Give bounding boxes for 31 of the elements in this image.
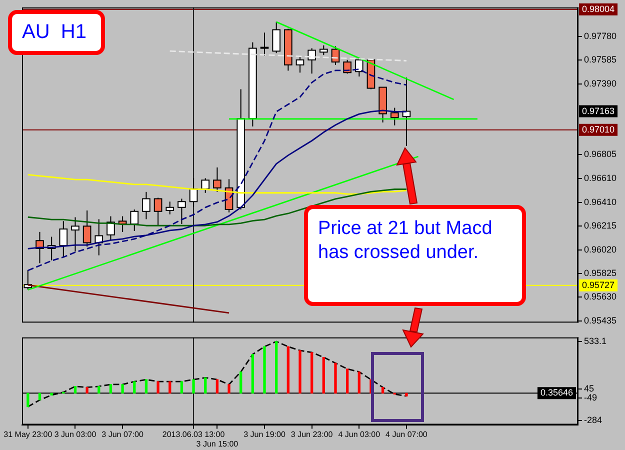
ref-line-label: 0.95727 <box>582 280 615 290</box>
x-tick-label: 4 Jun 03:00 <box>338 430 381 439</box>
y-tick-label: 0.95435 <box>584 315 617 326</box>
x-tick-label: 3 Jun 19:00 <box>244 430 286 439</box>
x-tick-label: 2013.06.03 13:00 <box>162 430 226 439</box>
ref-line-label: 0.98004 <box>582 4 615 14</box>
y-tick-label: -284 <box>584 415 602 426</box>
text: 0.97163 <box>582 106 615 116</box>
y-tick-label: 0.96020 <box>584 244 617 254</box>
callout-box: Price at 21 but Macd has crossed under. <box>304 205 526 306</box>
y-tick-label: -49 <box>584 392 598 402</box>
x-tick-label: 4 Jun 07:00 <box>386 430 428 439</box>
ref-line-label: 0.97010 <box>582 124 615 134</box>
x-tick-label: 3 Jun 03:00 <box>54 430 97 439</box>
y-tick-label: 0.96215 <box>584 220 617 231</box>
y-tick-label: 0.95630 <box>584 292 617 302</box>
x-tick-label: 3 Jun 15:00 <box>196 439 239 448</box>
annotation: 0.35646 <box>540 388 574 398</box>
y-tick-label: 0.96805 <box>584 149 617 160</box>
y-tick-label: 533.1 <box>584 336 607 346</box>
y-tick-label: 0.95825 <box>584 268 617 278</box>
x-tick-label: 3 Jun 23:00 <box>290 430 334 439</box>
y-tick-label: 0.96410 <box>584 197 617 208</box>
y-tick-label: 0.97585 <box>584 54 617 65</box>
x-tick-label: 3 Jun 07:00 <box>102 430 144 439</box>
y-tick-label: 0.96610 <box>584 172 617 183</box>
y-tick-label: 0.97390 <box>584 78 617 88</box>
y-tick-label: 0.97780 <box>584 30 617 41</box>
y-tick-label: 45 <box>584 383 594 394</box>
x-tick-label: 31 May 23:00 <box>4 430 53 439</box>
callout-box: AU H1 <box>8 10 105 55</box>
